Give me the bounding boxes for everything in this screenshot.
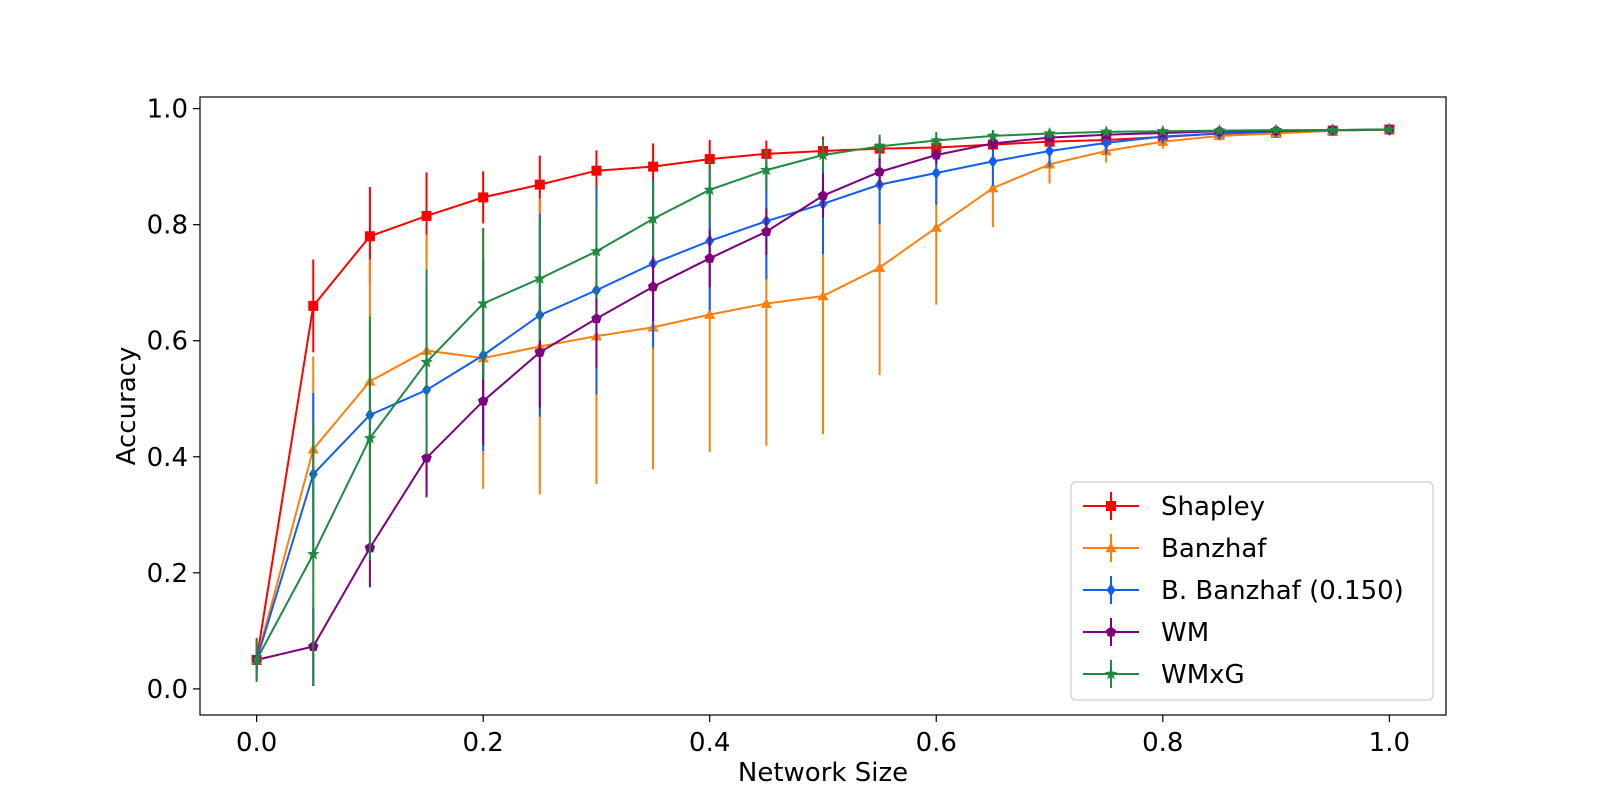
data-point — [873, 139, 886, 152]
y-axis-label: Accuracy — [112, 347, 142, 466]
data-point — [1101, 136, 1111, 150]
data-point — [931, 149, 942, 160]
data-point — [478, 192, 489, 203]
data-point — [987, 137, 999, 148]
legend-label: WMxG — [1161, 660, 1245, 690]
data-point — [477, 297, 490, 309]
legend-item: Banzhaf — [1083, 534, 1267, 564]
data-point — [704, 154, 715, 165]
y-tick-label: 0.2 — [147, 559, 188, 589]
data-point — [534, 346, 546, 357]
data-point — [591, 165, 602, 176]
legend-marker — [1106, 583, 1116, 597]
data-point — [534, 179, 545, 190]
x-tick-label: 0.6 — [916, 728, 957, 758]
x-tick-label: 0.2 — [463, 728, 504, 758]
legend-label: Shapley — [1161, 492, 1265, 522]
y-tick-label: 0.4 — [147, 443, 188, 473]
x-tick-label: 0.4 — [689, 728, 730, 758]
data-point — [421, 210, 432, 221]
data-point — [477, 395, 489, 406]
legend-item: WMxG — [1083, 660, 1245, 690]
data-point — [308, 300, 319, 311]
data-point — [1100, 125, 1113, 138]
legend-marker — [1104, 667, 1118, 680]
data-point — [703, 183, 716, 196]
x-tick-label: 1.0 — [1369, 728, 1410, 758]
data-point — [874, 262, 886, 272]
legend-item: WM — [1083, 618, 1209, 648]
legend-item: B. Banzhaf (0.150) — [1083, 576, 1404, 606]
data-point — [647, 281, 659, 292]
y-tick-label: 0.0 — [147, 675, 188, 705]
data-point — [1045, 144, 1055, 158]
data-point — [1043, 127, 1056, 139]
legend-item: Shapley — [1083, 492, 1265, 522]
data-point — [931, 166, 941, 180]
legend-marker — [1106, 501, 1116, 511]
y-tick-label: 1.0 — [147, 95, 188, 125]
data-point — [1213, 124, 1226, 136]
data-point — [646, 212, 660, 225]
data-point — [817, 190, 829, 201]
data-point — [1383, 123, 1396, 135]
data-point — [704, 309, 716, 319]
data-point — [364, 231, 375, 242]
data-point — [988, 154, 998, 168]
data-point — [421, 452, 432, 463]
y-axis: 0.0 0.2 0.4 0.6 0.8 1.0 — [147, 95, 200, 705]
data-point — [648, 161, 659, 172]
legend-marker — [1105, 626, 1117, 637]
data-point — [761, 226, 772, 237]
data-point — [591, 313, 602, 324]
data-point — [986, 129, 1000, 142]
data-point — [760, 163, 773, 176]
data-point — [816, 148, 830, 161]
legend-marker — [1105, 542, 1117, 553]
legend-label: Banzhaf — [1161, 534, 1267, 564]
data-point — [250, 653, 263, 666]
x-tick-label: 0.8 — [1142, 728, 1183, 758]
data-point — [1156, 124, 1169, 137]
series-wmxg — [250, 123, 1396, 685]
legend-box — [1070, 481, 1434, 701]
data-point — [1269, 123, 1283, 136]
data-point — [307, 547, 320, 560]
data-point — [930, 222, 942, 232]
data-point — [817, 290, 829, 301]
legend-label: WM — [1161, 618, 1209, 648]
data-point — [533, 272, 546, 284]
data-point — [874, 166, 885, 177]
data-point — [590, 244, 603, 257]
data-point — [704, 252, 715, 263]
data-point — [930, 134, 943, 146]
x-axis-label: Network Size — [738, 758, 908, 788]
y-tick-label: 0.6 — [147, 327, 188, 357]
x-tick-label: 0.0 — [236, 728, 277, 758]
data-point — [363, 431, 377, 444]
data-point — [760, 298, 772, 308]
legend: Shapley Banzhaf B. Banzhaf (0.150) WM WMxG — [1070, 481, 1434, 701]
axes-frame — [199, 96, 1447, 716]
data-point — [1326, 123, 1339, 136]
plot-area — [250, 122, 1396, 686]
y-tick-label: 0.8 — [147, 211, 188, 241]
legend-label: B. Banzhaf (0.150) — [1161, 576, 1404, 606]
data-point — [420, 355, 433, 368]
data-point — [987, 182, 999, 193]
x-axis: 0.0 0.2 0.4 0.6 0.8 1.0 — [236, 715, 1410, 758]
